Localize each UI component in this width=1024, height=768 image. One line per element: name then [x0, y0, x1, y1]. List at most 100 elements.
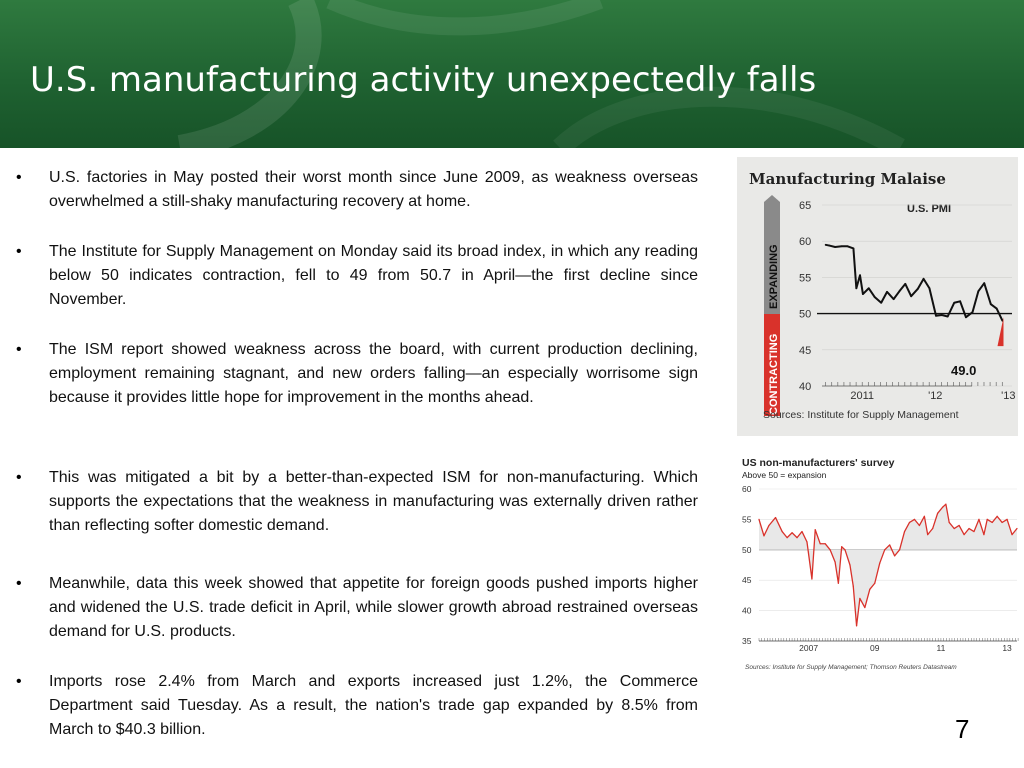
decorative-swirl — [177, 0, 905, 148]
expanding-gauge-cap — [764, 195, 780, 202]
nm-data-point — [855, 625, 858, 627]
pmi-data-point — [946, 315, 949, 318]
pmi-data-point — [852, 247, 855, 250]
nm-ytick-label: 45 — [742, 575, 752, 585]
pmi-chart: Manufacturing Malaise U.S. PMI EXPANDING… — [737, 157, 1018, 436]
nm-data-point — [849, 564, 851, 566]
bullet-marker: • — [16, 575, 22, 592]
bullet-marker: • — [16, 169, 22, 186]
pmi-ytick-label: 65 — [799, 200, 811, 212]
nm-data-point — [945, 503, 947, 505]
bullet-item: • U.S. factories in May posted their wor… — [16, 166, 698, 214]
nm-xtick-label: 09 — [870, 643, 880, 653]
pmi-chart-title: Manufacturing Malaise — [749, 170, 946, 188]
pmi-data-point — [940, 314, 943, 316]
nm-chart-title: US non-manufacturers' survey — [742, 457, 895, 469]
nm-data-point — [908, 521, 911, 524]
bullet-item: • The Institute for Supply Management on… — [16, 240, 698, 312]
nm-data-point — [996, 515, 998, 517]
pmi-data-point — [928, 287, 931, 290]
pmi-xtick-label: '12 — [928, 390, 942, 402]
pmi-data-point — [983, 282, 986, 285]
nm-data-point — [796, 537, 798, 539]
bullet-text: This was mitigated a bit by a better-tha… — [49, 469, 698, 534]
pmi-data-point — [922, 277, 925, 280]
bullet-text: U.S. factories in May posted their worst… — [49, 169, 698, 210]
nm-data-point — [758, 518, 760, 520]
nm-data-point — [958, 524, 960, 527]
pmi-chart-subtitle: U.S. PMI — [907, 203, 951, 215]
nm-data-point — [837, 582, 839, 584]
pmi-data-point — [892, 298, 895, 301]
nm-data-point — [978, 518, 980, 520]
nm-data-point — [953, 527, 955, 530]
expanding-label: EXPANDING — [768, 244, 780, 309]
non-manufacturing-chart: US non-manufacturers' survey Above 50 = … — [737, 453, 1020, 675]
pmi-data-point — [859, 274, 861, 277]
nm-data-point — [786, 537, 788, 539]
bullet-marker: • — [16, 469, 22, 486]
nm-data-point — [918, 524, 921, 527]
nm-deviation-area — [759, 504, 1017, 626]
pmi-ytick-label: 55 — [799, 272, 811, 284]
nm-data-point — [841, 546, 843, 548]
pmi-data-point — [935, 314, 937, 317]
nm-chart-subtitle: Above 50 = expansion — [742, 470, 827, 480]
nm-data-point — [894, 555, 896, 557]
nm-data-point — [814, 529, 816, 531]
nm-ytick-label: 40 — [742, 606, 752, 616]
nm-ytick-label: 60 — [742, 484, 752, 494]
pmi-data-point — [828, 244, 831, 247]
slide-title: U.S. manufacturing activity unexpectedly… — [30, 60, 817, 100]
nm-data-point — [768, 524, 770, 527]
nm-data-point — [806, 541, 808, 543]
nm-data-point — [834, 561, 836, 563]
nm-data-point — [923, 515, 925, 517]
pmi-data-point — [880, 301, 883, 304]
pmi-data-point — [867, 287, 870, 290]
pmi-data-point — [824, 243, 827, 246]
nm-data-point — [844, 549, 846, 551]
pmi-data-point — [840, 245, 843, 248]
pmi-xtick-label: 2011 — [850, 390, 874, 402]
nm-data-point — [781, 530, 783, 533]
nm-data-point — [1006, 518, 1008, 520]
pmi-xtick-label: '13 — [1001, 390, 1015, 402]
bullet-marker: • — [16, 673, 22, 690]
nm-data-point — [1016, 527, 1018, 530]
nm-ytick-label: 50 — [742, 545, 752, 555]
bullet-item: • This was mitigated a bit by a better-t… — [16, 466, 698, 538]
nm-data-point — [829, 549, 831, 551]
nm-data-point — [884, 549, 886, 551]
nm-data-point — [983, 534, 985, 536]
nm-data-point — [852, 585, 854, 587]
pmi-data-point — [855, 287, 858, 290]
nm-data-point — [869, 588, 871, 590]
pmi-data-point — [977, 290, 980, 293]
nm-data-point — [927, 534, 929, 536]
nm-data-point — [932, 527, 934, 530]
pmi-data-point — [846, 245, 849, 248]
nm-data-point — [991, 521, 993, 524]
nm-data-point — [986, 518, 988, 520]
pmi-data-point — [965, 316, 967, 319]
bullet-text: Meanwhile, data this week showed that ap… — [49, 575, 698, 640]
pmi-chart-source: Sources: Institute for Supply Management — [763, 409, 959, 421]
nm-data-point — [824, 543, 826, 545]
expanding-gauge-bar — [764, 202, 780, 314]
nm-series-line — [758, 503, 1018, 627]
pmi-ytick-label: 60 — [799, 236, 811, 248]
pmi-ytick-label: 40 — [799, 381, 811, 393]
pmi-data-point — [862, 293, 864, 295]
pmi-data-point — [886, 290, 888, 293]
nm-data-point — [864, 606, 866, 609]
pmi-data-point — [873, 296, 876, 298]
nm-data-point — [941, 506, 944, 508]
nm-data-point — [879, 562, 881, 564]
nm-data-point — [913, 518, 916, 520]
pmi-data-point — [971, 311, 974, 314]
pmi-ytick-label: 45 — [799, 345, 811, 357]
non-manufacturing-chart-svg: US non-manufacturers' survey Above 50 = … — [742, 457, 1019, 671]
bullet-marker: • — [16, 341, 22, 358]
bullet-item: • Meanwhile, data this week showed that … — [16, 572, 698, 644]
